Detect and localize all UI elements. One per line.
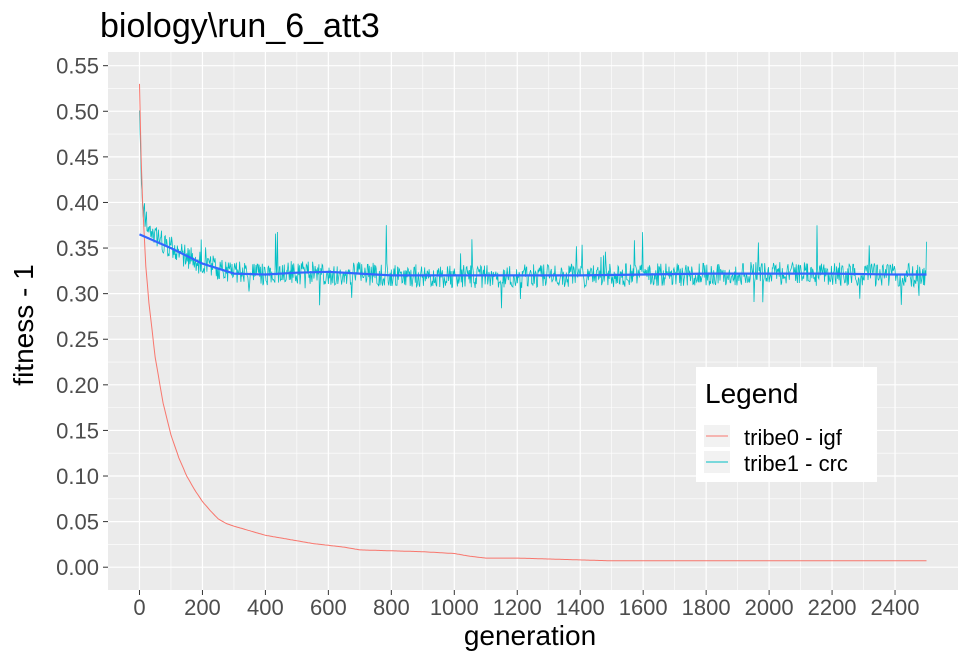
x-axis-ticks: 0 200 400 600 800 1000 1200 1400 1600 1800 2000 220… bbox=[133, 590, 920, 620]
y-tick-label: 0.25 bbox=[56, 327, 99, 352]
x-tick-label: 0 bbox=[133, 595, 145, 620]
y-tick-label: 0.50 bbox=[56, 99, 99, 124]
x-tick-label: 800 bbox=[373, 595, 410, 620]
series-tribe1-line bbox=[139, 110, 927, 309]
series-smooth-line bbox=[139, 233, 927, 277]
y-tick-label: 0.20 bbox=[56, 373, 99, 398]
y-tick-label: 0.45 bbox=[56, 145, 99, 170]
grid-minor bbox=[108, 52, 958, 590]
chart-title: biology\run_6_att3 bbox=[100, 7, 380, 45]
y-tick-label: 0.15 bbox=[56, 418, 99, 443]
x-tick-label: 1200 bbox=[493, 595, 542, 620]
series-layer bbox=[139, 83, 927, 562]
y-tick-label: 0.35 bbox=[56, 236, 99, 261]
y-tick-label: 0.10 bbox=[56, 464, 99, 489]
x-tick-label: 2400 bbox=[871, 595, 920, 620]
y-tick-label: 0.55 bbox=[56, 54, 99, 79]
x-tick-label: 1800 bbox=[682, 595, 731, 620]
y-axis-title: fitness - 1 bbox=[8, 264, 39, 385]
x-tick-label: 1000 bbox=[430, 595, 479, 620]
plot-panel bbox=[108, 52, 958, 590]
y-tick-label: 0.30 bbox=[56, 282, 99, 307]
grid-major bbox=[108, 52, 958, 590]
y-tick-label: 0.40 bbox=[56, 190, 99, 215]
y-tick-label: 0.00 bbox=[56, 555, 99, 580]
series-tribe0-line bbox=[139, 83, 927, 562]
x-axis-title: generation bbox=[464, 620, 596, 651]
x-tick-label: 1600 bbox=[619, 595, 668, 620]
y-axis-ticks: 0.00 0.05 0.10 0.15 0.20 0.25 0.30 0.35 0.40 0.45… bbox=[56, 54, 108, 580]
x-tick-label: 200 bbox=[184, 595, 221, 620]
x-tick-label: 600 bbox=[310, 595, 347, 620]
legend-title: Legend bbox=[705, 378, 798, 409]
x-tick-label: 1400 bbox=[556, 595, 605, 620]
x-tick-label: 2000 bbox=[745, 595, 794, 620]
y-tick-label: 0.05 bbox=[56, 510, 99, 535]
legend: Legend tribe0 - igf tribe1 - crc bbox=[696, 367, 877, 482]
x-tick-label: 400 bbox=[247, 595, 284, 620]
legend-label-tribe1: tribe1 - crc bbox=[744, 451, 848, 476]
x-tick-label: 2200 bbox=[808, 595, 857, 620]
legend-label-tribe0: tribe0 - igf bbox=[744, 425, 843, 450]
